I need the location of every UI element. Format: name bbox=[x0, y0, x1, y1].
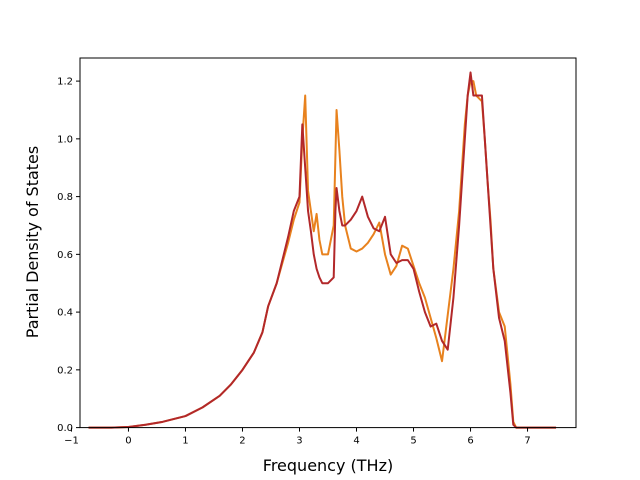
y-axis-ticks: 0.0 0.2 0.4 0.6 0.8 1.0 1.2 bbox=[57, 77, 80, 434]
series-layer bbox=[88, 71, 557, 429]
y-tick-label: 1.0 bbox=[57, 134, 73, 145]
y-tick-label: 0.4 bbox=[57, 308, 73, 319]
plot-frame bbox=[79, 57, 577, 429]
x-tick-label: 6 bbox=[467, 436, 473, 447]
y-tick-label: 0.6 bbox=[57, 250, 73, 261]
x-tick-label: 2 bbox=[239, 436, 245, 447]
x-tick-label: 0 bbox=[125, 436, 131, 447]
x-tick-label: 1 bbox=[182, 436, 188, 447]
x-tick-label: 4 bbox=[353, 436, 359, 447]
x-tick-label: 3 bbox=[296, 436, 302, 447]
series-line-1 bbox=[88, 71, 557, 429]
x-axis-label: Frequency (THz) bbox=[263, 456, 393, 475]
y-tick-label: 0.8 bbox=[57, 192, 73, 203]
x-tick-label: −1 bbox=[64, 436, 79, 447]
y-tick-label: 0.2 bbox=[57, 365, 73, 376]
y-axis-label: Partial Density of States bbox=[23, 146, 42, 338]
x-tick-label: 5 bbox=[410, 436, 416, 447]
x-axis-ticks: −1 0 1 2 3 4 5 6 7 bbox=[64, 427, 531, 447]
x-tick-label: 7 bbox=[524, 436, 530, 447]
y-tick-label: 1.2 bbox=[57, 77, 73, 88]
y-tick-label: 0.0 bbox=[57, 423, 73, 434]
